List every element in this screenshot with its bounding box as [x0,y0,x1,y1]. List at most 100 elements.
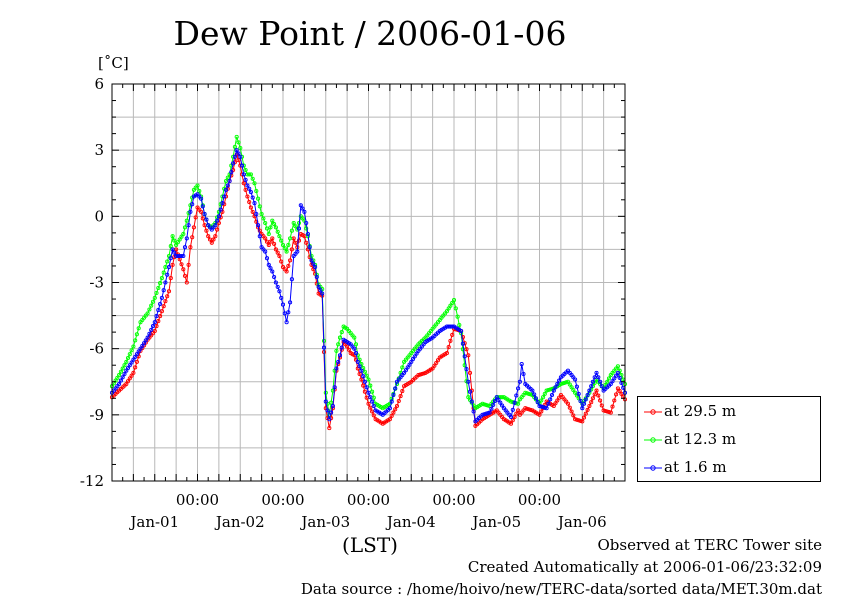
data-point [120,375,125,380]
data-point [154,314,159,319]
data-point [282,311,287,316]
data-point [127,363,132,368]
data-point [225,175,230,180]
data-point [204,217,209,222]
data-point [573,377,578,382]
data-point [336,359,341,364]
data-point [573,417,578,422]
data-point [284,269,289,274]
data-point [567,405,572,410]
data-point [598,379,603,384]
data-point [279,259,284,264]
data-point [259,212,264,217]
data-point [257,234,262,239]
data-point [394,403,400,409]
data-point [389,413,394,418]
data-point [257,228,262,233]
x-tick-date-label: Jan-02 [214,513,265,531]
data-point [174,242,179,248]
data-point [539,409,544,414]
data-point [361,383,366,388]
data-point [590,379,595,384]
data-point [368,405,373,410]
data-point [364,385,369,390]
data-point [118,369,123,374]
data-point [612,376,617,381]
data-point [541,395,546,400]
data-point [357,371,362,377]
data-point [163,280,168,285]
data-point [122,371,127,377]
series-line [111,152,626,429]
data-point [134,332,139,337]
data-point [606,410,612,415]
data-point [181,267,186,272]
data-point [289,247,294,252]
data-point [279,238,284,243]
data-point [448,303,453,308]
data-point [466,353,471,358]
data-point [125,379,131,384]
data-point [387,417,392,422]
data-point [453,306,458,311]
data-point [272,222,277,227]
data-point [204,228,209,233]
data-point [334,366,339,371]
y-tick-label: 3 [94,141,104,159]
data-point [313,265,318,270]
data-point [273,280,278,285]
data-point [412,354,417,359]
data-point [432,363,437,368]
data-point [608,381,613,387]
data-point [218,207,223,212]
y-axis-unit: [˚C] [98,54,129,72]
data-point [156,319,161,324]
series-0 [109,152,628,431]
data-point [127,352,132,357]
data-point [400,365,405,370]
data-point [250,176,255,181]
data-point [172,238,177,243]
data-point [190,202,195,207]
data-point [154,290,159,296]
data-point [149,303,154,308]
data-point [430,366,435,371]
data-point [272,274,277,280]
data-point [182,225,188,230]
data-point [170,262,175,267]
data-point [232,144,237,149]
data-point [184,236,189,241]
data-point [181,253,186,259]
data-point [370,389,375,394]
data-point [127,376,132,381]
data-point [578,418,583,423]
data-point [364,395,369,400]
data-point [462,354,467,359]
data-point [257,204,262,209]
data-point [368,395,373,400]
data-point [446,344,451,350]
data-point [403,368,408,373]
data-point [337,335,343,340]
data-point [510,418,515,423]
legend-label: at 1.6 m [664,458,727,476]
data-point [614,392,619,397]
data-point [266,262,271,267]
data-point [145,335,150,340]
data-point [284,249,289,254]
data-point [211,237,216,242]
data-point [320,291,325,296]
data-point [280,242,286,248]
data-point [296,226,302,231]
data-point [268,225,273,230]
data-point [528,407,533,412]
data-point [133,365,138,370]
data-point [459,328,464,334]
data-point [277,289,282,294]
y-tick-label: -6 [89,340,104,358]
data-point [220,201,225,206]
data-point [557,395,562,400]
data-point [574,384,579,389]
data-point [574,417,579,422]
data-point [555,381,560,387]
